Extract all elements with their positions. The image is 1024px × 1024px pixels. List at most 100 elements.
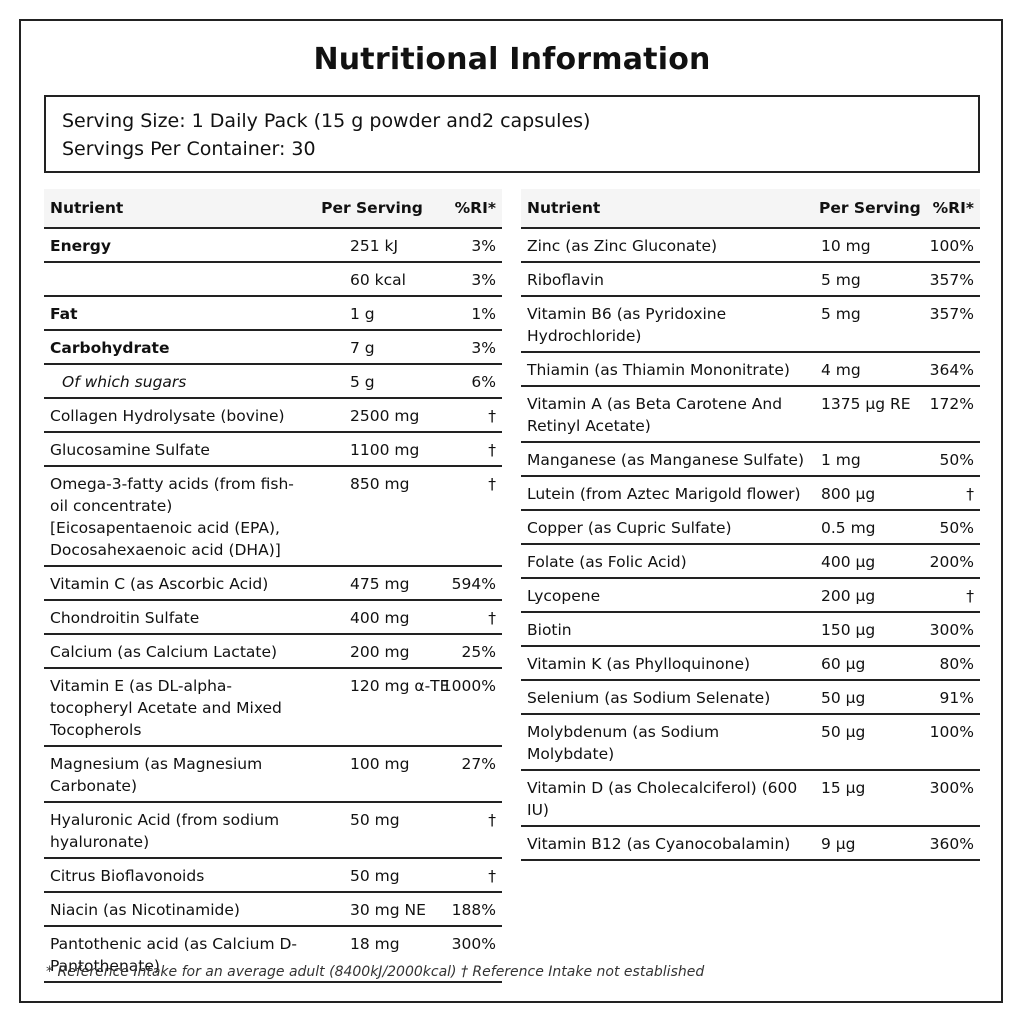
table-row: Lycopene 200 µg † [521, 578, 980, 613]
per-serving-value: 18 mg [312, 926, 432, 983]
ri-value: 3% [432, 228, 502, 263]
nutrient-name: Vitamin A (as Beta Carotene And Retinyl … [521, 386, 813, 443]
per-serving-value: 0.5 mg [813, 510, 918, 545]
header-nutrient: Nutrient [44, 189, 312, 229]
table-row: Pantothenic acid (as Calcium D-Pantothen… [44, 926, 502, 983]
serving-box: Serving Size: 1 Daily Pack (15 g powder … [44, 95, 980, 173]
per-serving-value: 60 kcal [312, 262, 432, 297]
nutrient-table-right: Nutrient Per Serving %RI* Zinc (as Zinc … [521, 189, 980, 861]
nutrient-name: Vitamin K (as Phylloquinone) [521, 646, 813, 681]
per-serving-value: 50 µg [813, 680, 918, 715]
table-row: Vitamin A (as Beta Carotene And Retinyl … [521, 386, 980, 443]
ri-value: † [432, 600, 502, 635]
per-serving-value: 150 µg [813, 612, 918, 647]
ri-value: 1% [432, 296, 502, 331]
table-row: Molybdenum (as Sodium Molybdate) 50 µg 100… [521, 714, 980, 771]
table-row: Riboflavin 5 mg 357% [521, 262, 980, 297]
per-serving-value: 1 g [312, 296, 432, 331]
serving-size: Serving Size: 1 Daily Pack (15 g powder … [62, 110, 591, 132]
nutrient-name: Niacin (as Nicotinamide) [44, 892, 312, 927]
per-serving-value: 60 µg [813, 646, 918, 681]
table-row: Citrus Bioflavonoids 50 mg † [44, 858, 502, 893]
nutrient-name: Manganese (as Manganese Sulfate) [521, 442, 813, 477]
nutrient-name: Vitamin B6 (as Pyridoxine Hydrochloride) [521, 296, 813, 353]
ri-value: † [432, 398, 502, 433]
table-row: Vitamin C (as Ascorbic Acid) 475 mg 594% [44, 566, 502, 601]
table-row: Hyaluronic Acid (from sodium hyaluronate… [44, 802, 502, 859]
ri-value: 91% [918, 680, 980, 715]
per-serving-value: 7 g [312, 330, 432, 365]
table-row: Folate (as Folic Acid) 400 µg 200% [521, 544, 980, 579]
table-row: Lutein (from Aztec Marigold flower) 800 µ… [521, 476, 980, 511]
ri-value: † [432, 432, 502, 467]
ri-value: 357% [918, 262, 980, 297]
ri-value: 27% [432, 746, 502, 803]
ri-value: 100% [918, 228, 980, 263]
nutrient-name: Citrus Bioflavonoids [44, 858, 312, 893]
per-serving-value: 400 µg [813, 544, 918, 579]
table-row: Carbohydrate 7 g 3% [44, 330, 502, 365]
header-per-serving: Per Serving [312, 189, 432, 229]
nutrient-name: Lycopene [521, 578, 813, 613]
table-row: Fat 1 g 1% [44, 296, 502, 331]
per-serving-value: 100 mg [312, 746, 432, 803]
table-row: Magnesium (as Magnesium Carbonate) 100 mg… [44, 746, 502, 803]
per-serving-value: 2500 mg [312, 398, 432, 433]
nutrient-name: Collagen Hydrolysate (bovine) [44, 398, 312, 433]
footnote: * Reference Intake for an average adult … [46, 964, 705, 980]
table-row: Manganese (as Manganese Sulfate) 1 mg 50% [521, 442, 980, 477]
per-serving-value: 475 mg [312, 566, 432, 601]
nutrient-name: Carbohydrate [44, 330, 312, 365]
table-row: Vitamin E (as DL-alpha-tocopheryl Acetat… [44, 668, 502, 747]
per-serving-value: 15 µg [813, 770, 918, 827]
table-row: Thiamin (as Thiamin Mononitrate) 4 mg 364% [521, 352, 980, 387]
per-serving-value: 1 mg [813, 442, 918, 477]
table-row: Niacin (as Nicotinamide) 30 mg NE 188% [44, 892, 502, 927]
table-row: Copper (as Cupric Sulfate) 0.5 mg 50% [521, 510, 980, 545]
ri-value: † [432, 858, 502, 893]
table-row: Omega-3-fatty acids (from fish-oil conce… [44, 466, 502, 567]
table-row: Of which sugars 5 g 6% [44, 364, 502, 399]
ri-value: 357% [918, 296, 980, 353]
table-row: Vitamin D (as Cholecalciferol) (600 IU) 1… [521, 770, 980, 827]
label-frame [19, 19, 1003, 1003]
nutrient-name: Of which sugars [44, 364, 312, 399]
ri-value: 300% [432, 926, 502, 983]
per-serving-value: 10 mg [813, 228, 918, 263]
header-ri: %RI* [432, 189, 502, 229]
per-serving-value: 50 mg [312, 802, 432, 859]
nutrient-name: Folate (as Folic Acid) [521, 544, 813, 579]
table-row: Biotin 150 µg 300% [521, 612, 980, 647]
ri-value: 6% [432, 364, 502, 399]
per-serving-value: 251 kJ [312, 228, 432, 263]
nutrient-name [44, 262, 312, 297]
ri-value: 50% [918, 442, 980, 477]
nutrient-name: Selenium (as Sodium Selenate) [521, 680, 813, 715]
ri-value: 100% [918, 714, 980, 771]
ri-value: † [432, 466, 502, 567]
ri-value: † [432, 802, 502, 859]
header-per-serving: Per Serving [813, 189, 921, 229]
per-serving-value: 800 µg [813, 476, 918, 511]
ri-value: 25% [432, 634, 502, 669]
nutrient-name: Vitamin C (as Ascorbic Acid) [44, 566, 312, 601]
nutrient-name: Vitamin E (as DL-alpha-tocopheryl Acetat… [44, 668, 312, 747]
nutrient-name: Zinc (as Zinc Gluconate) [521, 228, 813, 263]
nutrient-name: Hyaluronic Acid (from sodium hyaluronate… [44, 802, 312, 859]
per-serving-value: 30 mg NE [312, 892, 432, 927]
nutrient-name: Fat [44, 296, 312, 331]
per-serving-value: 4 mg [813, 352, 918, 387]
ri-value: 172% [918, 386, 980, 443]
nutrient-name: Riboflavin [521, 262, 813, 297]
nutrient-name: Vitamin B12 (as Cyanocobalamin) [521, 826, 813, 861]
header-nutrient: Nutrient [521, 189, 813, 229]
per-serving-value: 1375 µg RE [813, 386, 918, 443]
ri-value: 1000% [432, 668, 502, 747]
per-serving-value: 850 mg [312, 466, 432, 567]
per-serving-value: 120 mg α-TE [312, 668, 449, 747]
ri-value: 80% [918, 646, 980, 681]
ri-value: 3% [432, 330, 502, 365]
table-header-row: Nutrient Per Serving %RI* [521, 189, 980, 229]
ri-value: 594% [432, 566, 502, 601]
table-row: Zinc (as Zinc Gluconate) 10 mg 100% [521, 228, 980, 263]
